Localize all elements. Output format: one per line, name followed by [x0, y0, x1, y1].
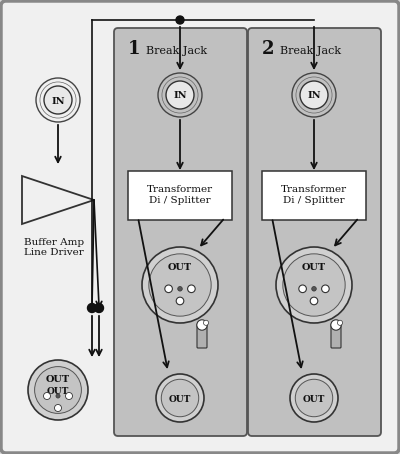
Circle shape	[156, 374, 204, 422]
Circle shape	[166, 81, 194, 109]
FancyBboxPatch shape	[248, 28, 381, 436]
Circle shape	[204, 320, 208, 326]
Text: OUT: OUT	[303, 395, 325, 404]
Circle shape	[165, 285, 172, 292]
Circle shape	[44, 86, 72, 114]
Circle shape	[322, 285, 329, 292]
Circle shape	[88, 304, 96, 312]
Circle shape	[94, 304, 104, 312]
Text: IN: IN	[173, 92, 187, 100]
FancyBboxPatch shape	[331, 324, 341, 348]
Text: Transformer
Di / Splitter: Transformer Di / Splitter	[281, 185, 347, 205]
Text: OUT: OUT	[46, 375, 70, 384]
Text: 2: 2	[262, 40, 274, 58]
FancyBboxPatch shape	[197, 324, 207, 348]
Circle shape	[149, 254, 211, 316]
Circle shape	[295, 379, 333, 417]
FancyBboxPatch shape	[128, 171, 232, 219]
Circle shape	[176, 297, 184, 305]
Text: IN: IN	[307, 92, 321, 100]
Circle shape	[142, 247, 218, 323]
Circle shape	[276, 247, 352, 323]
Circle shape	[176, 16, 184, 24]
Circle shape	[331, 320, 341, 330]
Text: 1: 1	[128, 40, 140, 58]
Text: OUT: OUT	[302, 263, 326, 272]
Text: Buffer Amp
Line Driver: Buffer Amp Line Driver	[24, 238, 84, 257]
Circle shape	[178, 286, 182, 291]
FancyBboxPatch shape	[262, 171, 366, 219]
Circle shape	[34, 366, 82, 414]
Circle shape	[188, 285, 195, 292]
Circle shape	[66, 393, 72, 400]
Text: Break Jack: Break Jack	[146, 46, 207, 56]
Text: OUT: OUT	[168, 263, 192, 272]
Circle shape	[299, 285, 306, 292]
Circle shape	[290, 374, 338, 422]
Circle shape	[56, 394, 60, 398]
Circle shape	[310, 297, 318, 305]
Circle shape	[283, 254, 345, 316]
Circle shape	[44, 393, 50, 400]
Circle shape	[300, 81, 328, 109]
Text: IN: IN	[51, 97, 65, 105]
Circle shape	[54, 405, 62, 411]
Text: OUT: OUT	[169, 395, 191, 404]
Text: Break Jack: Break Jack	[280, 46, 341, 56]
Circle shape	[161, 379, 199, 417]
Circle shape	[312, 286, 316, 291]
FancyBboxPatch shape	[114, 28, 247, 436]
Circle shape	[28, 360, 88, 420]
Circle shape	[338, 320, 342, 326]
Circle shape	[197, 320, 207, 330]
Text: OUT: OUT	[47, 386, 69, 395]
Text: Transformer
Di / Splitter: Transformer Di / Splitter	[147, 185, 213, 205]
